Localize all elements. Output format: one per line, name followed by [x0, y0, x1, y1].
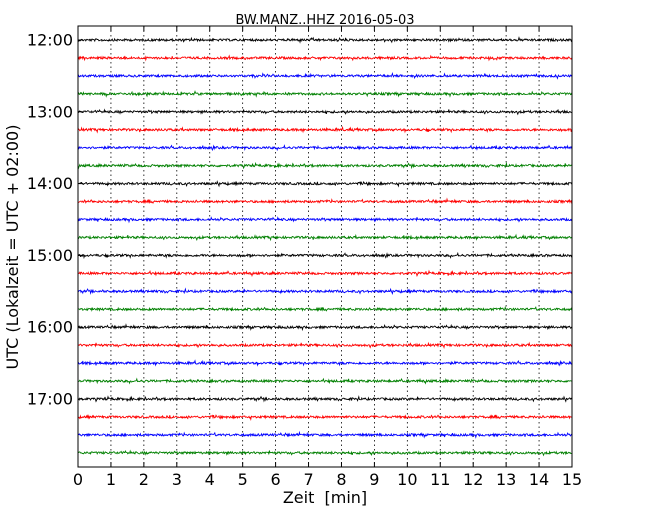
- x-tick-label: 2: [139, 470, 149, 489]
- trace-1600: [77, 323, 573, 332]
- trace-1345: [77, 161, 573, 170]
- trace-1545: [77, 305, 573, 312]
- y-axis-label: UTC (Lokalzeit = UTC + 02:00): [3, 125, 22, 370]
- y-tick-label: 17:00: [27, 390, 73, 409]
- trace-1430: [77, 216, 573, 224]
- y-tick-label: 15:00: [27, 246, 73, 265]
- trace-1200: [77, 36, 573, 44]
- y-tick-label: 12:00: [27, 31, 73, 50]
- trace-1245: [77, 90, 573, 98]
- trace-1615: [77, 341, 573, 349]
- x-tick-label: 8: [336, 470, 346, 489]
- x-tick-label: 6: [271, 470, 281, 489]
- trace-1530: [77, 287, 573, 296]
- trace-1330: [77, 144, 573, 152]
- y-ticks: 12:00 13:00 14:00 15:00 16:00 17:00: [27, 31, 83, 409]
- y-tick-label: 14:00: [27, 174, 73, 193]
- x-tick-label: 10: [397, 470, 417, 489]
- x-tick-label: 11: [430, 470, 450, 489]
- x-tick-label: 0: [73, 470, 83, 489]
- traces: [77, 36, 573, 457]
- trace-1215: [77, 54, 573, 62]
- trace-1515: [77, 269, 573, 277]
- y-tick-label: 13:00: [27, 102, 73, 121]
- trace-1445: [77, 233, 573, 242]
- x-axis-label: Zeit [min]: [283, 488, 367, 507]
- x-tick-label: 12: [463, 470, 483, 489]
- trace-1415: [77, 197, 573, 205]
- x-tick-label: 15: [562, 470, 582, 489]
- trace-1315: [77, 125, 573, 134]
- trace-1500: [77, 251, 573, 260]
- trace-1700: [77, 395, 573, 403]
- chart-title: BW.MANZ..HHZ 2016-05-03: [235, 13, 414, 28]
- trace-1730: [77, 430, 573, 439]
- x-tick-label: 13: [496, 470, 516, 489]
- trace-1300: [77, 108, 573, 116]
- x-tick-label: 14: [529, 470, 549, 489]
- trace-1230: [77, 71, 573, 80]
- x-tick-label: 9: [369, 470, 379, 489]
- trace-1745: [77, 449, 572, 457]
- x-tick-label: 7: [303, 470, 313, 489]
- x-tick-label: 4: [205, 470, 215, 489]
- x-tick-label: 3: [172, 470, 182, 489]
- trace-1645: [77, 377, 572, 385]
- x-ticks: 0 1 2 3 4 5 6 7 8 9 10 11 12 13 14 15: [73, 26, 582, 489]
- trace-1715: [77, 414, 572, 422]
- x-tick-label: 1: [106, 470, 116, 489]
- trace-1400: [77, 180, 573, 188]
- x-tick-label: 5: [238, 470, 248, 489]
- trace-1630: [77, 359, 572, 367]
- plot-frame: [77, 25, 573, 468]
- grid-lines: [110, 26, 540, 467]
- y-tick-label: 16:00: [27, 318, 73, 337]
